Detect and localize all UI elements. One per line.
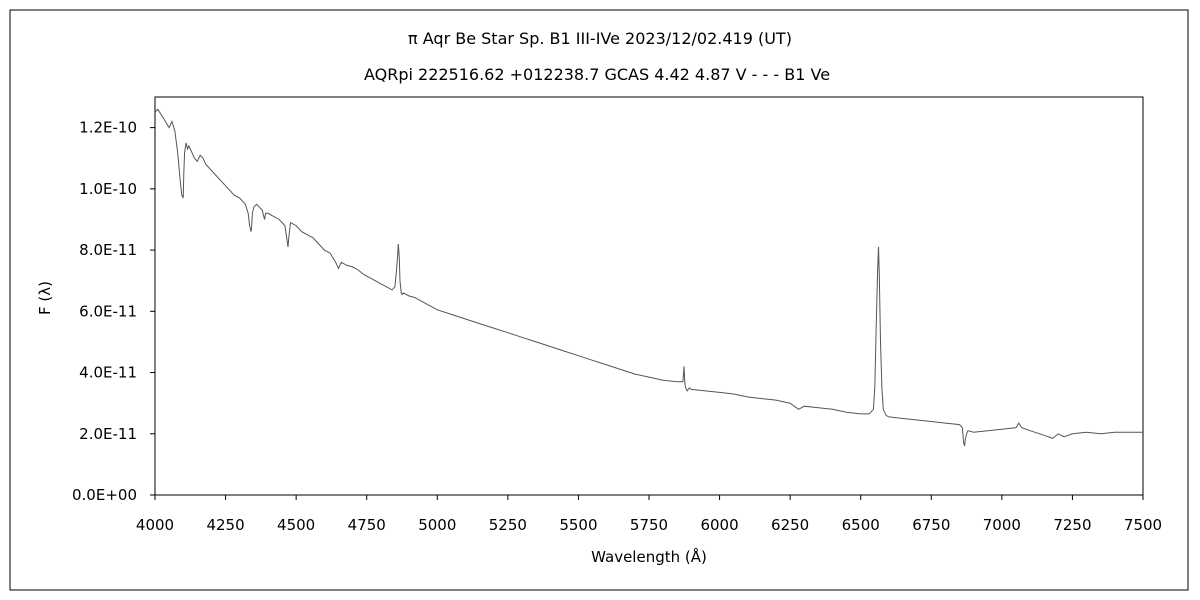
x-axis: 4000 4250 4500 4750 5000 5250 5500 5750 6000 6250…: [136, 495, 1162, 534]
y-tick-label: 0.0E+00: [72, 486, 137, 504]
x-tick-label: 7500: [1124, 516, 1162, 534]
x-tick-label: 5500: [559, 516, 597, 534]
x-tick-label: 4750: [348, 516, 386, 534]
x-tick-label: 7000: [983, 516, 1021, 534]
x-tick-label: 5000: [418, 516, 456, 534]
x-tick-label: 6250: [771, 516, 809, 534]
chart-subtitle: AQRpi 222516.62 +012238.7 GCAS 4.42 4.87…: [364, 65, 830, 84]
x-axis-label: Wavelength (Å): [591, 547, 707, 566]
spectrum-series-line: [154, 108, 1143, 447]
x-tick-label: 6500: [842, 516, 880, 534]
x-tick-label: 7250: [1053, 516, 1091, 534]
y-tick-label: 4.0E-11: [79, 364, 137, 382]
x-tick-label: 4250: [206, 516, 244, 534]
x-tick-label: 5250: [489, 516, 527, 534]
y-tick-label: 2.0E-11: [79, 425, 137, 443]
y-tick-label: 1.2E-10: [79, 119, 137, 137]
y-tick-label: 8.0E-11: [79, 241, 137, 259]
x-tick-label: 4000: [136, 516, 174, 534]
x-tick-label: 6000: [700, 516, 738, 534]
x-tick-label: 4500: [277, 516, 315, 534]
chart-title: π Aqr Be Star Sp. B1 III-IVe 2023/12/02.…: [408, 29, 792, 48]
chart-border: [9, 9, 1189, 591]
y-axis: 0.0E+00 2.0E-11 4.0E-11 6.0E-11 8.0E-11 1.0E-…: [72, 119, 155, 504]
y-tick-label: 1.0E-10: [79, 180, 137, 198]
y-tick-label: 6.0E-11: [79, 302, 137, 320]
x-tick-label: 5750: [630, 516, 668, 534]
y-axis-label: F (λ): [36, 281, 54, 315]
x-tick-label: 6750: [912, 516, 950, 534]
